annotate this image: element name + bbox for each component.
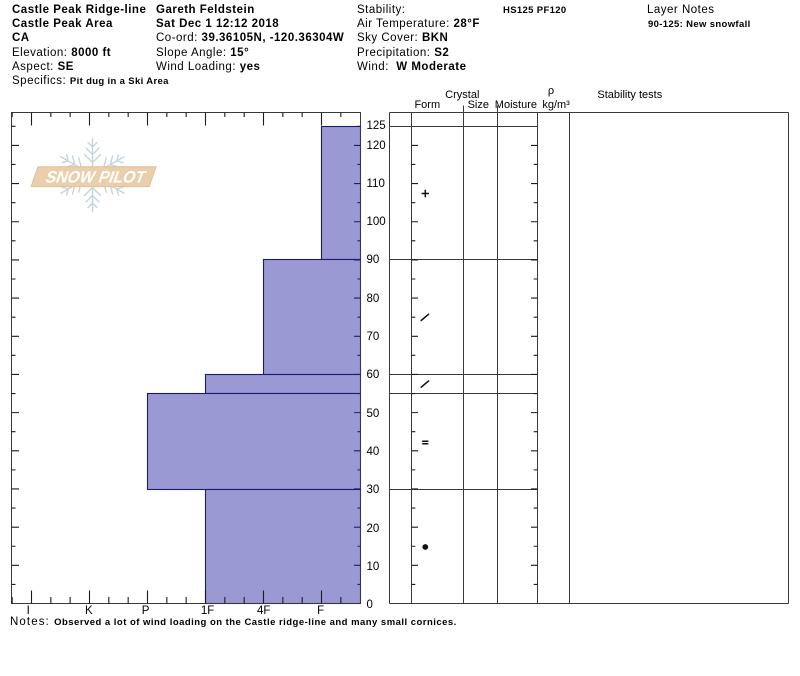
svg-text:SNOW PILOT: SNOW PILOT [43, 168, 149, 186]
